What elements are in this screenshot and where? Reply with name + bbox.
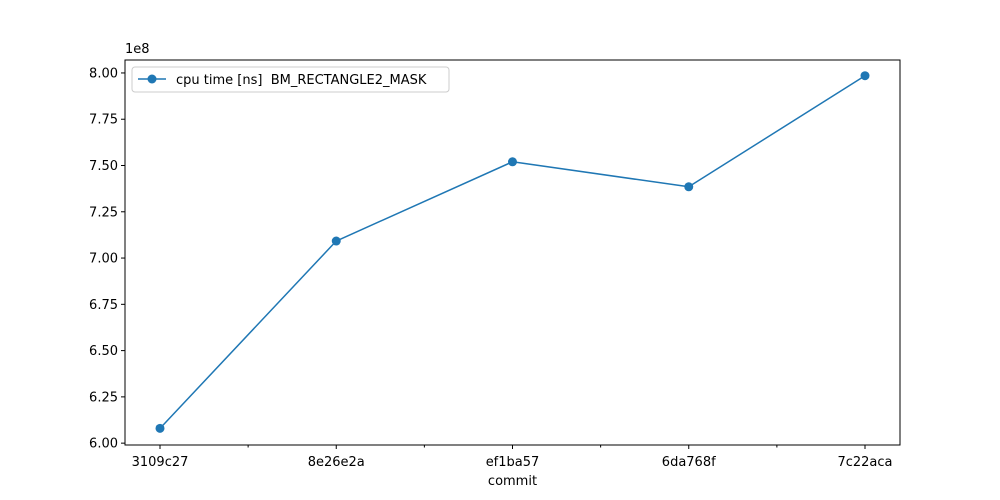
- data-point: [860, 71, 870, 81]
- legend-box: [131, 66, 450, 93]
- legend: cpu time [ns] BM_RECTANGLE2_MASK: [131, 66, 450, 93]
- data-point: [684, 182, 694, 192]
- x-tick-label: ef1ba57: [486, 455, 540, 470]
- plot-frame: [124, 59, 901, 446]
- y-tick-label: 7.50: [89, 159, 118, 174]
- y-tick-label: 6.00: [89, 437, 118, 452]
- data-point: [155, 423, 165, 433]
- y-offset-label: 1e8: [125, 42, 150, 57]
- x-tick-label: 6da768f: [662, 455, 716, 470]
- data-point: [331, 236, 341, 246]
- y-tick-label: 6.50: [89, 344, 118, 359]
- x-tick-label: 8e26e2a: [308, 455, 365, 470]
- y-tick-label: 6.25: [89, 390, 118, 405]
- y-tick-label: 8.00: [89, 66, 118, 81]
- series-layer: [155, 71, 870, 433]
- x-axis: 3109c27 8e26e2a ef1ba57 6da768f 7c22aca: [132, 445, 893, 470]
- y-tick-label: 7.75: [89, 113, 118, 128]
- y-tick-label: 7.25: [89, 205, 118, 220]
- x-axis-title: commit: [488, 474, 537, 489]
- legend-marker-swatch: [147, 74, 157, 84]
- x-tick-label: 7c22aca: [837, 455, 892, 470]
- y-tick-label: 6.75: [89, 298, 118, 313]
- y-tick-label: 7.00: [89, 252, 118, 267]
- legend-label: cpu time [ns] BM_RECTANGLE2_MASK: [176, 73, 427, 88]
- y-axis: 6.00 6.25 6.50 6.75 7.00 7.25 7.50 7.75 8.00: [89, 66, 125, 452]
- x-tick-label: 3109c27: [132, 455, 189, 470]
- data-point: [508, 157, 517, 167]
